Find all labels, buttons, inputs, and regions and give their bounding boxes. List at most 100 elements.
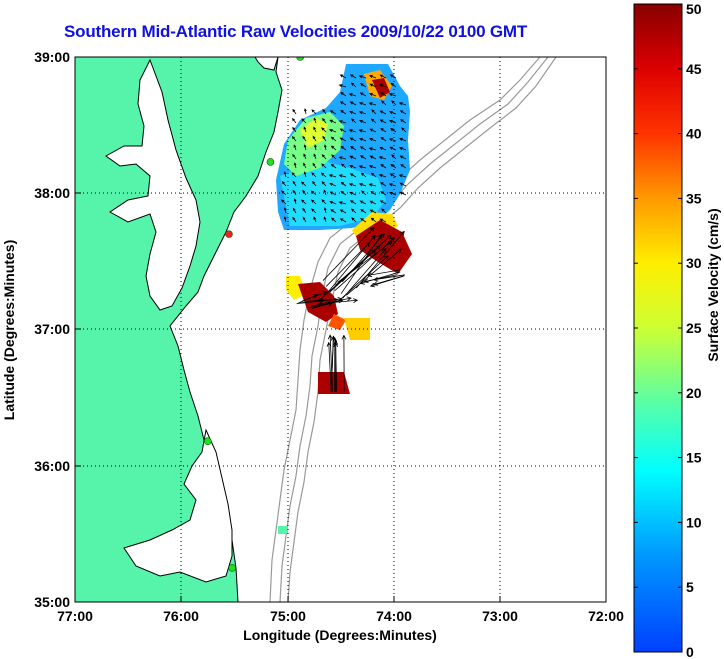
velocity-vector: [322, 135, 327, 142]
y-axis-label: Latitude (Degrees:Minutes): [1, 240, 17, 420]
velocity-vector: [358, 183, 367, 187]
velocity-vector: [314, 144, 317, 151]
velocity-vector: [370, 118, 377, 124]
velocity-vector: [292, 207, 297, 214]
velocity-vector: [293, 198, 297, 205]
station-marker: [296, 57, 304, 61]
grid: [75, 57, 606, 602]
velocity-vector: [380, 136, 387, 142]
colorbar-tick-label: 45: [686, 61, 702, 77]
velocity-vector: [360, 209, 367, 214]
velocity-vector: [302, 189, 307, 196]
velocity-vector: [388, 183, 397, 187]
velocity-vector: [379, 110, 387, 115]
velocity-vector: [330, 145, 337, 151]
velocity-vector: [330, 209, 337, 214]
velocity-vector: [348, 129, 357, 133]
x-tick-label: 76:00: [163, 608, 199, 624]
velocity-vector: [389, 74, 397, 79]
velocity-vector: [349, 200, 357, 205]
velocity-vector: [307, 296, 343, 302]
colorbar-tick-label: 5: [686, 579, 694, 595]
x-tick-label: 72:00: [588, 608, 624, 624]
velocity-vector: [281, 181, 287, 187]
velocity-vector: [323, 189, 327, 196]
velocity-vector: [349, 137, 357, 142]
y-tick-label: 36:00: [34, 458, 70, 474]
colorbar-label: Surface Velocity (cm/s): [705, 208, 721, 361]
velocity-vectors: [281, 74, 407, 393]
velocity-vector: [340, 92, 347, 97]
velocity-vector: [321, 199, 327, 205]
velocity-vector: [380, 182, 387, 187]
velocity-vector: [292, 180, 297, 187]
velocity-vector: [350, 208, 357, 214]
velocity-vector: [292, 189, 297, 196]
velocity-vector: [369, 74, 377, 79]
radar-stations: [203, 57, 304, 572]
velocity-vector: [359, 200, 367, 205]
velocity-vector: [340, 145, 347, 151]
velocity-vector: [322, 117, 327, 124]
velocity-vector: [360, 218, 367, 223]
velocity-vector: [370, 217, 377, 223]
velocity-vector: [293, 144, 297, 151]
velocity-vector: [322, 108, 327, 115]
velocity-vector: [321, 127, 327, 133]
delaware-bay: [254, 57, 279, 71]
velocity-vector: [358, 129, 367, 133]
velocity-patch-e: [344, 318, 370, 340]
velocity-vector: [321, 154, 327, 160]
x-tick-label: 75:00: [270, 608, 306, 624]
colorbar-tick-label: 15: [686, 450, 702, 466]
velocity-vector: [303, 144, 307, 151]
velocity-vector: [339, 218, 347, 223]
velocity-vector: [359, 92, 367, 97]
velocity-vector: [400, 164, 407, 169]
velocity-vector: [348, 93, 357, 97]
velocity-vector: [381, 100, 387, 106]
velocity-patch-b: [286, 276, 306, 300]
velocity-vector: [369, 83, 377, 88]
velocity-vector: [340, 110, 347, 115]
velocity-vector: [349, 74, 357, 79]
velocity-vector: [342, 247, 387, 299]
velocity-vector: [323, 207, 327, 214]
velocity-vector: [301, 118, 307, 124]
velocity-vector: [379, 83, 387, 88]
velocity-vector: [389, 110, 397, 115]
y-tick-label: 39:00: [34, 49, 70, 65]
velocity-vector: [351, 118, 357, 124]
velocity-vector: [363, 274, 398, 284]
velocity-vector: [368, 147, 377, 151]
velocity-vector: [321, 163, 327, 169]
y-tick-label: 37:00: [34, 321, 70, 337]
velocity-vector: [351, 217, 357, 223]
velocity-vector: [339, 101, 347, 106]
velocity-vector: [399, 182, 407, 187]
velocity-vector: [313, 153, 317, 160]
velocity-vector: [369, 200, 377, 205]
velocity-vector: [369, 137, 377, 142]
velocity-vector: [389, 191, 397, 196]
y-tick-label: 35:00: [34, 594, 70, 610]
colorbar-tick-label: 40: [686, 126, 702, 142]
velocity-patch-g: [278, 526, 288, 534]
velocity-vector: [329, 182, 337, 187]
velocity-vector: [300, 181, 307, 187]
velocity-vector: [302, 207, 307, 214]
axis-ticks: [74, 56, 607, 603]
velocity-vector: [349, 155, 357, 160]
velocity-vector: [399, 191, 407, 196]
velocity-vector: [360, 172, 367, 178]
velocity-vector: [338, 120, 347, 124]
velocity-vector: [366, 269, 401, 278]
velocity-vector: [380, 128, 387, 133]
velocity-vector: [370, 172, 377, 178]
velocity-vector: [391, 154, 397, 160]
velocity-vector: [303, 162, 307, 169]
velocity-vector: [328, 174, 337, 178]
velocity-vector: [389, 173, 397, 178]
velocity-vector: [291, 172, 297, 178]
